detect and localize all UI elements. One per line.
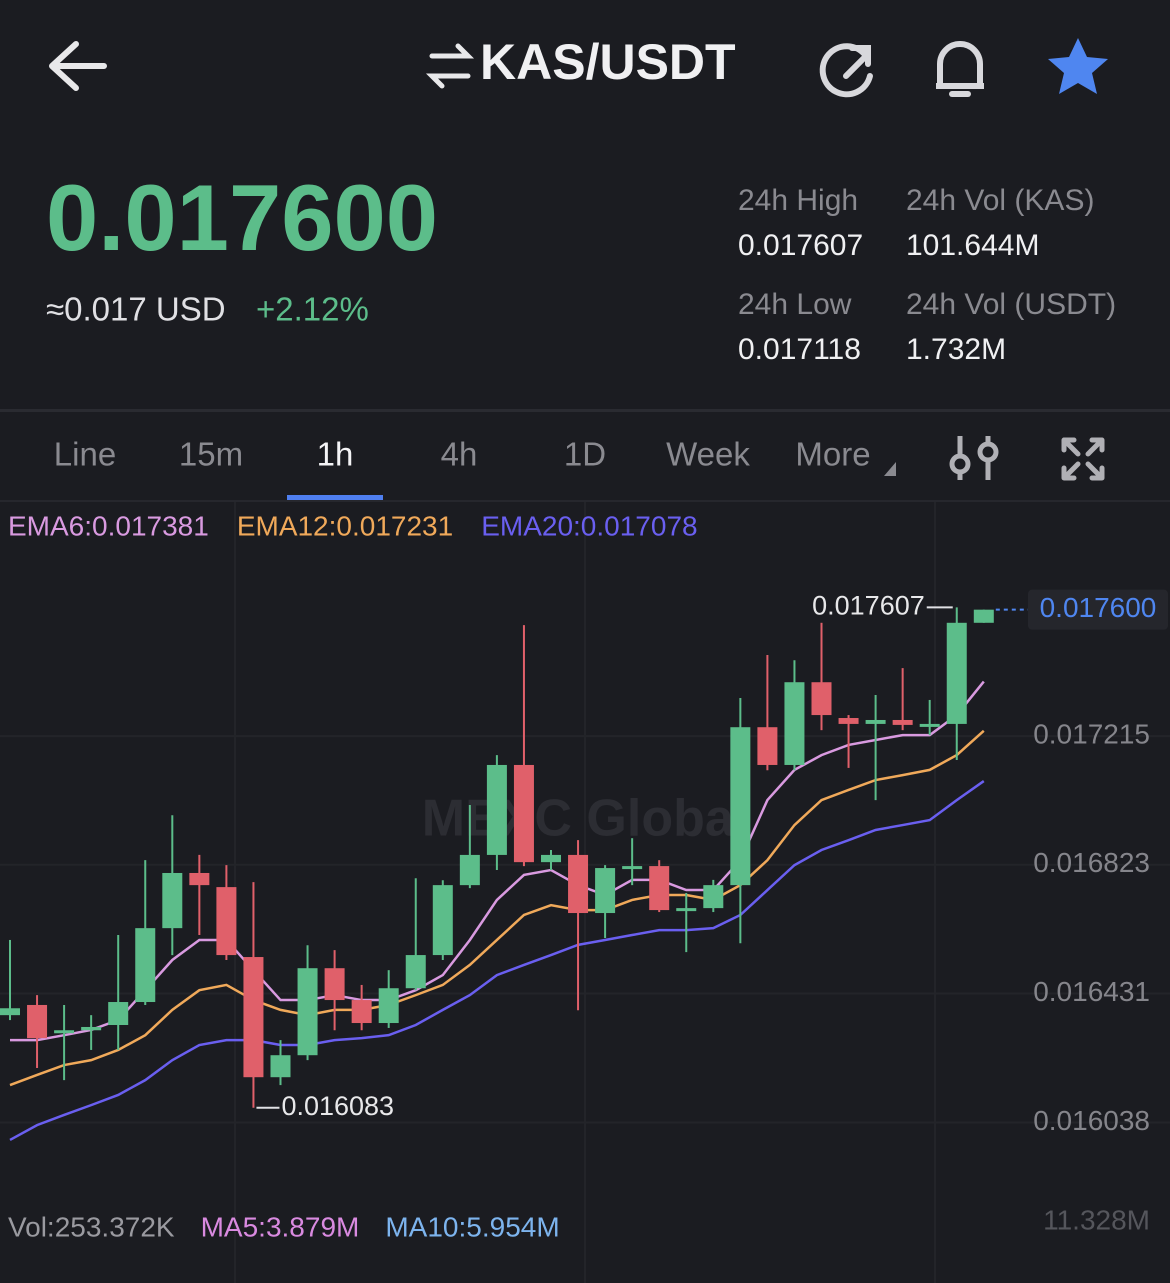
more-caret <box>884 462 896 476</box>
candle-body <box>784 682 805 765</box>
y-tick-label: 0.017215 <box>1033 718 1150 749</box>
knob <box>977 441 999 463</box>
refresh-arrow <box>843 45 871 79</box>
watermark: MEXC Global <box>422 790 748 848</box>
stat-label: 24h Low <box>738 288 852 321</box>
divider <box>0 500 1170 502</box>
candle-body <box>811 682 832 716</box>
candle-body <box>676 908 697 912</box>
tab[interactable]: Week <box>666 436 750 473</box>
y-tick-label: 0.016823 <box>1033 847 1150 878</box>
y-tick-label: 0.016038 <box>1033 1105 1150 1136</box>
active-tab-indicator <box>287 495 383 501</box>
candle-body <box>81 1026 102 1031</box>
candle-body <box>216 887 237 956</box>
last-price-box <box>1028 589 1168 630</box>
y-tick-label: 0.016431 <box>1033 976 1150 1007</box>
volume-label: MA10:5.954M <box>385 1211 559 1242</box>
last-price-label: 0.017600 <box>1040 592 1157 623</box>
favorite-star[interactable] <box>1048 38 1108 94</box>
stat-label: 24h High <box>738 184 858 217</box>
tab[interactable]: 4h <box>441 436 478 473</box>
candle-body <box>892 719 913 725</box>
tab[interactable]: 1D <box>564 436 606 473</box>
expand-arrows <box>1061 437 1105 481</box>
candle-body <box>432 885 453 956</box>
price-change: +2.12% <box>256 291 369 328</box>
timeframe-tabs: Line 15m 1h 4h 1D Week More <box>54 436 871 501</box>
tab[interactable]: 15m <box>179 436 243 473</box>
back-arrow <box>49 41 107 91</box>
candle-body <box>703 885 724 909</box>
candle-body <box>27 1004 48 1039</box>
stat-label: 24h Vol (USDT) <box>906 288 1116 321</box>
tab[interactable]: 1h <box>317 436 354 473</box>
last-price: 0.017600 <box>46 165 438 270</box>
back-button[interactable] <box>49 41 107 91</box>
candle-body <box>865 719 886 724</box>
candle-body <box>135 928 156 1003</box>
knob <box>949 453 971 475</box>
stat-value: 0.017118 <box>738 333 861 366</box>
candle-body <box>297 968 318 1056</box>
candle-body <box>541 854 561 863</box>
divider <box>0 409 1170 412</box>
swap-icon[interactable] <box>425 43 475 89</box>
candle-body <box>270 1055 291 1078</box>
candle-body <box>568 854 589 914</box>
bell <box>936 41 984 89</box>
candle-body <box>649 866 670 911</box>
stats: 24h High 0.017607 24h Vol (KAS) 101.644M… <box>738 184 1116 366</box>
candle-body <box>0 1008 20 1016</box>
candle-body <box>486 764 507 855</box>
volume-label: MA5:3.879M <box>201 1211 360 1242</box>
refresh-button[interactable] <box>819 43 873 98</box>
stat-value: 0.017607 <box>738 229 863 262</box>
tab[interactable]: More <box>795 436 870 473</box>
swap-arrows <box>425 43 475 89</box>
indicator-button[interactable] <box>949 436 999 480</box>
fullscreen-button[interactable] <box>1061 437 1105 481</box>
max-label: 0.017607 <box>812 590 925 620</box>
candle-body <box>595 868 616 914</box>
candle-body <box>405 955 426 989</box>
candle-body <box>162 872 183 929</box>
candle-body <box>378 988 399 1024</box>
candle-body <box>243 957 264 1078</box>
stat-value: 1.732M <box>906 333 1006 366</box>
candle-body <box>513 764 534 863</box>
candle-body <box>622 866 643 870</box>
candle-body <box>459 854 480 886</box>
pair-title: KAS/USDT <box>480 34 736 90</box>
candle-body <box>919 723 940 727</box>
candle-body <box>946 622 967 724</box>
candle-body <box>351 1000 372 1024</box>
candlestick-chart: 0.017215 0.016823 0.016431 0.016038 EMA6:0.0… <box>0 510 1170 1242</box>
legend-entry: EMA12:0.017231 <box>237 510 453 541</box>
candle-body <box>54 1030 75 1034</box>
candle-body <box>730 727 751 886</box>
alert-button[interactable] <box>936 41 984 97</box>
volume-label: Vol:253.372K <box>8 1211 175 1242</box>
stat-value: 101.644M <box>906 229 1039 262</box>
candle-body <box>108 1002 129 1025</box>
ema-line <box>10 680 985 1042</box>
volume-axis-label: 11.328M <box>1043 1204 1150 1235</box>
candle-body <box>324 968 345 1001</box>
candle-body <box>757 727 778 765</box>
candle-body <box>189 872 210 886</box>
stat-label: 24h Vol (KAS) <box>906 184 1094 217</box>
ema-line <box>9 780 985 1142</box>
legend-entry: EMA20:0.017078 <box>481 510 697 541</box>
candle-body <box>973 609 994 623</box>
min-label: 0.016083 <box>281 1091 394 1121</box>
ema-line <box>9 729 985 1087</box>
legend-entry: EMA6:0.017381 <box>8 510 209 541</box>
usd-price: ≈0.017 USD <box>46 291 226 328</box>
tab[interactable]: Line <box>54 436 116 473</box>
candle-body <box>838 718 859 724</box>
